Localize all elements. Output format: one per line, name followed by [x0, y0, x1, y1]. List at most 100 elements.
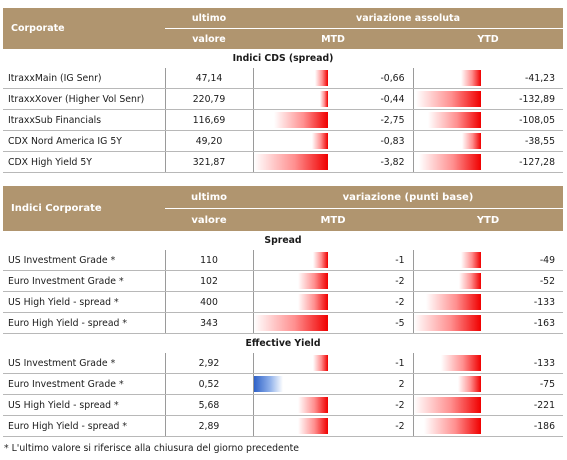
- header-variation: variazione (punti base): [253, 186, 563, 209]
- mtd-value: -0,44: [328, 88, 414, 110]
- mtd-bar: [315, 70, 328, 86]
- ytd-bar-cell: [413, 130, 481, 152]
- ytd-value: -186: [481, 415, 563, 437]
- mtd-bar: [298, 273, 328, 289]
- mtd-value: -1: [328, 250, 414, 271]
- mtd-bar-cell: [253, 88, 328, 110]
- ytd-bar-cell: [413, 312, 481, 334]
- ytd-bar-cell: [413, 415, 481, 437]
- ytd-bar-cell: [413, 151, 481, 173]
- mtd-bar-cell: [253, 373, 328, 395]
- ytd-bar: [425, 294, 481, 310]
- ytd-value: -49: [481, 250, 563, 271]
- ytd-value: -75: [481, 373, 563, 395]
- ytd-value: -41,23: [481, 68, 563, 89]
- mtd-bar: [298, 418, 328, 434]
- mtd-bar-cell: [253, 250, 328, 271]
- ytd-bar-cell: [413, 68, 481, 89]
- row-name: ItraxxSub Financials: [3, 109, 166, 131]
- row-name: US Investment Grade *: [3, 250, 166, 271]
- ytd-bar: [458, 376, 481, 392]
- mtd-bar: [253, 315, 328, 331]
- ytd-bar-cell: [413, 291, 481, 313]
- header-ytd: YTD: [413, 208, 563, 231]
- row-value: 5,68: [165, 394, 254, 416]
- row-name: ItraxxMain (IG Senr): [3, 68, 166, 89]
- table-row: US High Yield - spread * 5,68 -2 -221: [3, 394, 563, 416]
- ytd-bar: [428, 112, 481, 128]
- mtd-bar-cell: [253, 291, 328, 313]
- table-row: Euro Investment Grade * 102 -2 -52: [3, 270, 563, 292]
- row-name: Euro Investment Grade *: [3, 270, 166, 292]
- table-row: ItraxxXover (Higher Vol Senr) 220,79 -0,44…: [3, 88, 563, 110]
- mtd-bar: [253, 154, 328, 170]
- section-title-yield: Effective Yield: [245, 338, 321, 349]
- ytd-value: -133: [481, 353, 563, 374]
- header-ytd: YTD: [413, 28, 563, 49]
- mtd-bar: [313, 252, 328, 268]
- ytd-value: -132,89: [481, 88, 563, 110]
- header-label: Corporate: [3, 8, 165, 49]
- table-row: CDX Nord America IG 5Y 49,20 -0,83 -38,55: [3, 130, 563, 152]
- ytd-bar: [460, 252, 481, 268]
- row-value: 2,89: [165, 415, 254, 437]
- ytd-bar: [462, 133, 481, 149]
- ytd-bar: [413, 397, 481, 413]
- header-valore: valore: [165, 208, 253, 231]
- mtd-value: -3,82: [328, 151, 414, 173]
- ytd-bar-cell: [413, 270, 481, 292]
- mtd-bar: [311, 133, 328, 149]
- ytd-value: -127,28: [481, 151, 563, 173]
- mtd-bar-cell: [253, 415, 328, 437]
- mtd-value: -0,66: [328, 68, 414, 89]
- table-row: CDX High Yield 5Y 321,87 -3,82 -127,28: [3, 151, 563, 173]
- ytd-bar: [416, 91, 481, 107]
- ytd-value: -221: [481, 394, 563, 416]
- mtd-bar-cell: [253, 394, 328, 416]
- mtd-bar-cell: [253, 151, 328, 173]
- row-value: 116,69: [165, 109, 254, 131]
- table-row: Euro High Yield - spread * 2,89 -2 -186: [3, 415, 563, 437]
- section-title-spread: Spread: [264, 235, 302, 246]
- mtd-bar: [319, 91, 328, 107]
- header-mtd: MTD: [253, 208, 413, 231]
- table-row: US Investment Grade * 2,92 -1 -133: [3, 353, 563, 374]
- mtd-bar-cell: [253, 353, 328, 374]
- mtd-bar-cell: [253, 130, 328, 152]
- ytd-bar: [424, 418, 481, 434]
- mtd-bar-cell: [253, 270, 328, 292]
- ytd-bar-cell: [413, 373, 481, 395]
- mtd-value: -5: [328, 312, 414, 334]
- header-variation: variazione assoluta: [253, 8, 563, 29]
- row-value: 400: [165, 291, 254, 313]
- mtd-value: -2: [328, 415, 414, 437]
- ytd-value: -133: [481, 291, 563, 313]
- mtd-bar: [253, 376, 284, 392]
- row-value: 343: [165, 312, 254, 334]
- table-row: Euro High Yield - spread * 343 -5 -163: [3, 312, 563, 334]
- ytd-bar: [413, 315, 481, 331]
- row-name: Euro High Yield - spread *: [3, 415, 166, 437]
- mtd-value: -2: [328, 394, 414, 416]
- corporate-indices-table: Indici Corporate ultimo variazione (punt…: [3, 186, 563, 437]
- mtd-bar: [313, 355, 328, 371]
- ytd-bar-cell: [413, 109, 481, 131]
- mtd-value: -2: [328, 270, 414, 292]
- section-title: Indici CDS (spread): [232, 53, 334, 64]
- mtd-value: -0,83: [328, 130, 414, 152]
- ytd-bar: [440, 355, 481, 371]
- row-value: 2,92: [165, 353, 254, 374]
- row-name: ItraxxXover (Higher Vol Senr): [3, 88, 166, 110]
- row-value: 0,52: [165, 373, 254, 395]
- row-name: US Investment Grade *: [3, 353, 166, 374]
- mtd-bar: [298, 397, 328, 413]
- ytd-value: -163: [481, 312, 563, 334]
- row-value: 220,79: [165, 88, 254, 110]
- row-name: Euro High Yield - spread *: [3, 312, 166, 334]
- ytd-bar-cell: [413, 353, 481, 374]
- row-name: CDX Nord America IG 5Y: [3, 130, 166, 152]
- row-name: US High Yield - spread *: [3, 291, 166, 313]
- row-value: 321,87: [165, 151, 254, 173]
- mtd-value: -1: [328, 353, 414, 374]
- ytd-bar: [460, 70, 481, 86]
